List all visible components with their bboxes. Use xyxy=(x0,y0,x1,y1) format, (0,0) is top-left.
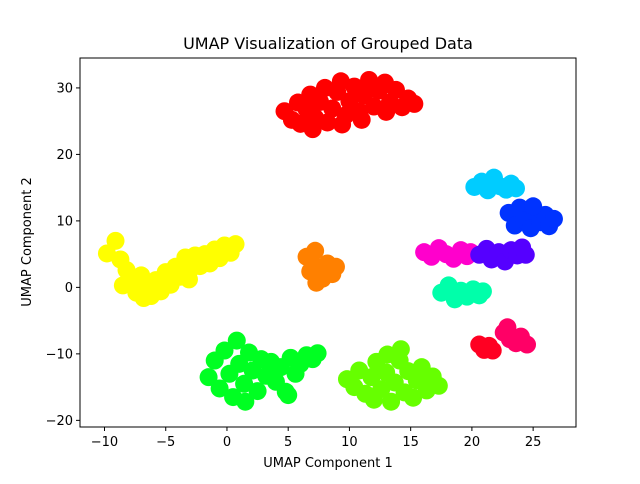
data-point-cluster-2-2 xyxy=(306,241,325,260)
data-point-cluster-0-30 xyxy=(377,102,396,121)
data-point-cluster-4-4 xyxy=(362,368,381,387)
y-axis-label: UMAP Component 2 xyxy=(20,177,35,306)
data-point-cluster-3-3 xyxy=(215,341,234,360)
data-point-cluster-4-8 xyxy=(382,392,401,411)
x-axis: −10 −5 0 5 10 15 20 25 xyxy=(91,427,542,450)
chart-title: UMAP Visualization of Grouped Data xyxy=(183,34,473,53)
data-point-cluster-3-2 xyxy=(210,379,229,398)
data-point-cluster-0-12 xyxy=(331,72,350,91)
data-point-cluster-9-9 xyxy=(544,209,563,228)
data-point-cluster-3-0 xyxy=(199,368,218,387)
data-point-cluster-1-26 xyxy=(113,276,132,295)
data-point-cluster-0-29 xyxy=(352,110,371,129)
data-point-cluster-3-23 xyxy=(308,344,327,363)
data-point-cluster-1-27 xyxy=(134,289,153,308)
data-point-cluster-4-13 xyxy=(404,388,423,407)
data-point-cluster-11-3 xyxy=(483,341,502,360)
x-tick-label: 10 xyxy=(341,435,358,450)
y-tick-label: 30 xyxy=(56,81,73,96)
data-point-cluster-1-0 xyxy=(97,244,116,263)
data-point-cluster-4-20 xyxy=(378,345,397,364)
data-point-cluster-4-18 xyxy=(429,376,448,395)
data-point-cluster-10-4 xyxy=(518,335,537,354)
data-point-cluster-1-28 xyxy=(179,270,198,289)
data-point-cluster-0-26 xyxy=(405,94,424,113)
y-tick-label: −20 xyxy=(46,414,73,429)
data-point-cluster-3-24 xyxy=(279,386,298,405)
data-point-cluster-0-10 xyxy=(323,99,342,118)
x-tick-label: −10 xyxy=(91,435,118,450)
data-point-cluster-8-7 xyxy=(506,179,525,198)
data-point-cluster-2-7 xyxy=(326,257,345,276)
data-point-cluster-10-5 xyxy=(498,318,517,337)
y-tick-label: 20 xyxy=(56,148,73,163)
data-point-cluster-0-27 xyxy=(303,120,322,139)
x-tick-label: −5 xyxy=(156,435,175,450)
data-point-cluster-3-6 xyxy=(227,331,246,350)
data-point-cluster-5-7 xyxy=(473,282,492,301)
x-axis-label: UMAP Component 1 xyxy=(263,456,392,471)
y-tick-label: −10 xyxy=(46,347,73,362)
y-axis: −20 −10 0 10 20 30 xyxy=(46,81,80,429)
data-point-cluster-3-25 xyxy=(236,392,255,411)
data-point-cluster-4-19 xyxy=(391,340,410,359)
plot-frame xyxy=(79,57,577,428)
x-tick-label: 20 xyxy=(464,435,481,450)
y-tick-label: 0 xyxy=(65,281,73,296)
data-point-cluster-2-8 xyxy=(307,273,326,292)
points-layer xyxy=(97,70,563,411)
data-point-cluster-0-9 xyxy=(318,113,337,132)
y-tick-label: 10 xyxy=(56,214,73,229)
x-tick-label: 0 xyxy=(223,435,231,450)
x-tick-label: 25 xyxy=(525,435,542,450)
data-point-cluster-1-1 xyxy=(106,231,125,250)
x-tick-label: 15 xyxy=(402,435,419,450)
data-point-cluster-9-10 xyxy=(524,197,543,216)
x-tick-label: 5 xyxy=(284,435,292,450)
data-point-cluster-3-11 xyxy=(248,382,267,401)
data-point-cluster-4-21 xyxy=(364,390,383,409)
data-point-cluster-1-25 xyxy=(226,235,245,254)
data-point-cluster-7-8 xyxy=(516,245,535,264)
data-point-cluster-0-28 xyxy=(333,115,352,134)
data-point-cluster-3-8 xyxy=(235,374,254,393)
